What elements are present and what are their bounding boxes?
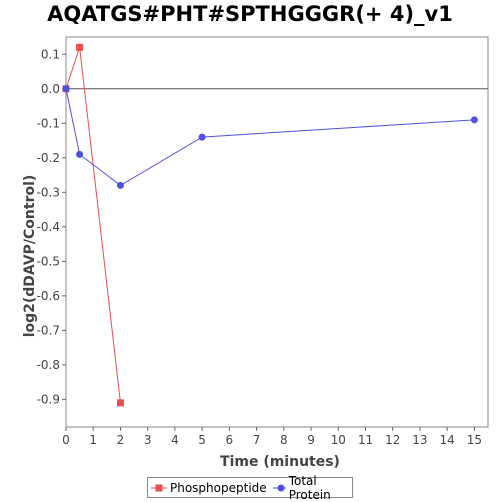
x-tick-label: 13 xyxy=(412,433,427,447)
plot-area xyxy=(65,36,489,428)
y-tick-label: -0.1 xyxy=(37,116,60,130)
x-tick-label: 10 xyxy=(331,433,346,447)
x-axis: 0 1 2 3 4 5 6 7 8 9 10 11 12 13 14 15 xyxy=(62,427,482,447)
x-tick-label: 1 xyxy=(89,433,97,447)
series-layer xyxy=(62,43,478,407)
x-tick-label: 9 xyxy=(307,433,315,447)
x-tick-label: 12 xyxy=(385,433,400,447)
data-point xyxy=(62,85,70,93)
y-tick-label: -0.7 xyxy=(37,323,60,337)
y-tick-label: -0.3 xyxy=(37,185,60,199)
y-tick-label: -0.4 xyxy=(37,220,60,234)
y-tick-label: 0.0 xyxy=(41,82,60,96)
x-tick-label: 4 xyxy=(171,433,179,447)
x-tick-label: 14 xyxy=(440,433,455,447)
data-point xyxy=(76,150,84,158)
y-tick-label: -0.5 xyxy=(37,254,60,268)
plot-frame xyxy=(65,36,489,428)
data-point xyxy=(116,399,124,407)
data-point xyxy=(470,116,478,124)
x-tick-label: 11 xyxy=(358,433,373,447)
legend-label: Total Protein xyxy=(288,473,331,502)
y-tick-label: 0.1 xyxy=(41,47,60,61)
x-tick-label: 15 xyxy=(467,433,482,447)
legend-item: Phosphopeptide xyxy=(151,481,267,495)
y-tick-label: -0.9 xyxy=(37,392,60,406)
y-tick-label: -0.2 xyxy=(37,151,60,165)
y-axis-label: log2(dDAVP/Control) xyxy=(22,175,38,338)
x-tick-label: 3 xyxy=(144,433,152,447)
square-marker-icon xyxy=(151,484,167,491)
legend-label: Phosphopeptide xyxy=(170,480,267,495)
x-tick-label: 5 xyxy=(198,433,206,447)
x-tick-label: 6 xyxy=(226,433,234,447)
legend-item: Total Protein xyxy=(272,473,349,502)
series-total-protein xyxy=(62,85,478,189)
x-tick-label: 2 xyxy=(117,433,125,447)
y-tick-label: -0.8 xyxy=(37,358,60,372)
legend: Phosphopeptide Total Protein xyxy=(147,474,353,502)
x-tick-label: 0 xyxy=(62,433,70,447)
y-axis: 0.1 0.0 -0.1 -0.2 -0.3 -0.4 -0.5 -0.6 -0.7 -0.8 -0… xyxy=(37,47,66,406)
data-point xyxy=(116,181,124,189)
y-tick-label: -0.6 xyxy=(37,289,60,303)
chart-title: AQATGS#PHT#SPTHGGGR(+ 4)_v1 xyxy=(47,2,453,26)
circle-marker-icon xyxy=(272,484,286,491)
data-point xyxy=(198,133,206,141)
data-point xyxy=(76,43,84,51)
x-tick-label: 8 xyxy=(280,433,288,447)
x-tick-label: 7 xyxy=(253,433,261,447)
x-axis-label: Time (minutes) xyxy=(220,454,340,470)
